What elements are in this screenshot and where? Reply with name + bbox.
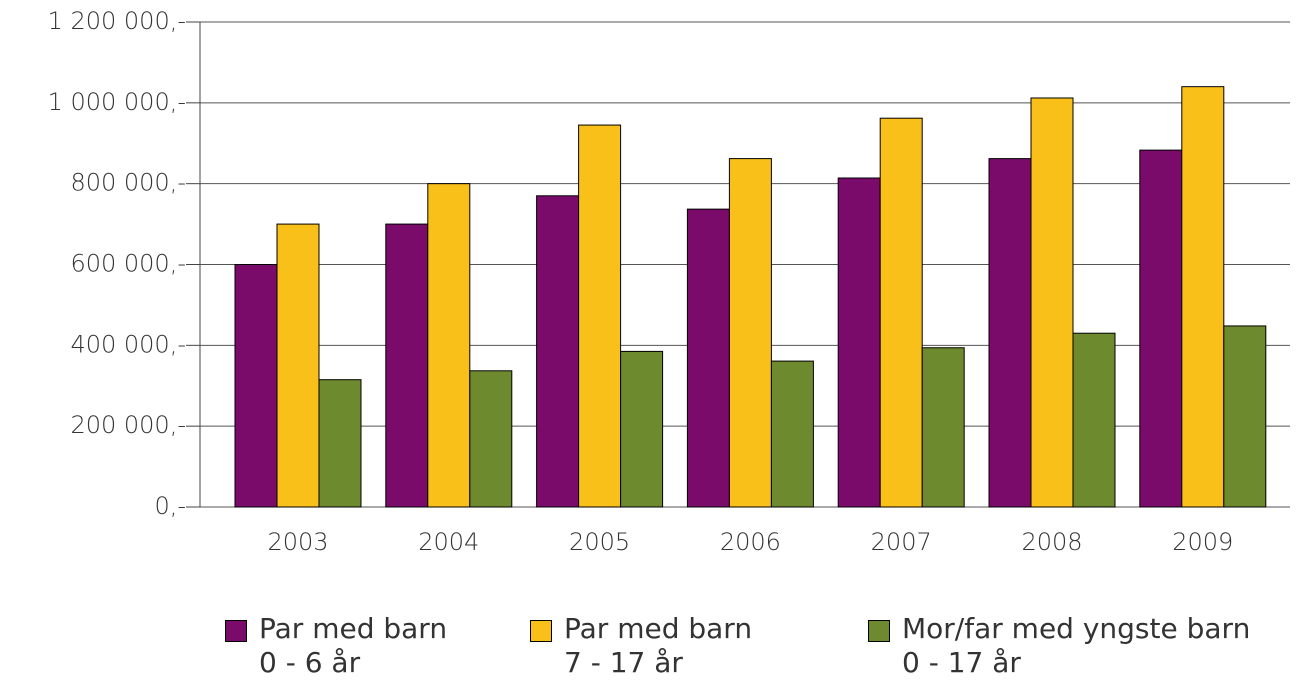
legend-label: Mor/far med yngste barn 0 - 17 år — [902, 612, 1251, 679]
bar — [770, 360, 814, 508]
y-tick-label: 800 000,- — [70, 169, 186, 197]
x-tick-label: 2006 — [720, 528, 781, 556]
bar — [686, 208, 730, 508]
bar — [921, 347, 965, 508]
legend-swatch — [530, 620, 552, 642]
bar — [427, 183, 471, 508]
bar — [578, 124, 622, 508]
bar — [536, 195, 580, 508]
x-tick-label: 2007 — [871, 528, 932, 556]
bar — [385, 223, 429, 508]
x-tick-label: 2003 — [267, 528, 328, 556]
y-tick-label: 200 000,- — [70, 411, 186, 439]
legend-item: Par med barn 7 - 17 år — [530, 612, 752, 680]
bar — [837, 177, 881, 508]
bar — [1030, 97, 1074, 508]
y-tick-label: 1 000 000,- — [48, 88, 186, 116]
bar — [1181, 86, 1225, 508]
bar — [879, 117, 923, 508]
bar — [234, 264, 278, 508]
x-tick-label: 2008 — [1021, 528, 1082, 556]
x-tick-label: 2004 — [418, 528, 479, 556]
x-tick-label: 2009 — [1172, 528, 1233, 556]
bar — [1072, 332, 1116, 508]
bar — [318, 379, 362, 508]
x-tick-label: 2005 — [569, 528, 630, 556]
legend-swatch — [868, 620, 890, 642]
bar — [1223, 325, 1267, 508]
bar — [620, 350, 664, 508]
legend-label: Par med barn 7 - 17 år — [564, 612, 753, 679]
y-tick-label: 600 000,- — [70, 250, 186, 278]
bar — [728, 158, 772, 508]
y-tick-label: 400 000,- — [70, 330, 186, 358]
y-tick-label: 0,- — [154, 492, 186, 520]
y-tick-label: 1 200 000,- — [48, 7, 186, 35]
chart: 0,- 200 000,- 400 000,- 600 000,- 800 000,- 1… — [48, 7, 1290, 556]
bar — [469, 370, 513, 508]
legend-label: Par med barn 0 - 6 år — [259, 612, 448, 679]
bar — [1139, 149, 1183, 508]
bar — [988, 158, 1032, 508]
legend-item: Par med barn 0 - 6 år — [225, 612, 447, 680]
legend-swatch — [225, 620, 247, 642]
legend-item: Mor/far med yngste barn 0 - 17 år — [868, 612, 1250, 680]
bar — [276, 223, 320, 508]
